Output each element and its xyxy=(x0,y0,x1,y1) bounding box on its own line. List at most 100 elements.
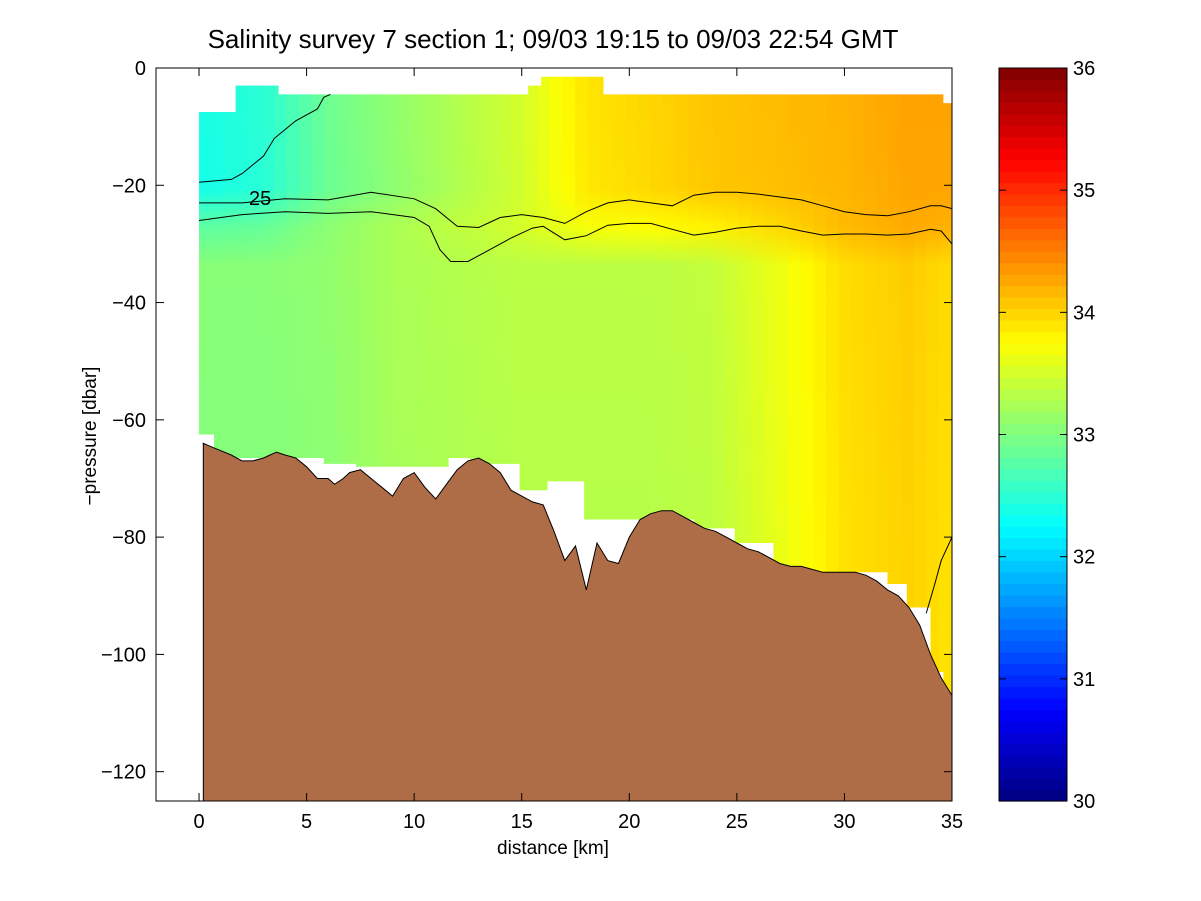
salinity-strip xyxy=(813,76,828,696)
x-tick-label: 25 xyxy=(726,811,748,833)
colorbar-swatch xyxy=(999,342,1067,355)
colorbar-tick-label: 34 xyxy=(1073,302,1095,324)
colorbar-swatch xyxy=(999,743,1067,756)
colorbar-swatch xyxy=(999,778,1067,791)
colorbar-swatch xyxy=(999,102,1067,115)
y-tick-label: −100 xyxy=(101,644,146,666)
contour-line xyxy=(925,536,952,614)
colorbar-swatch xyxy=(999,732,1067,745)
colorbar-swatch xyxy=(999,445,1067,459)
colorbar-tick-label: 32 xyxy=(1073,547,1095,569)
colorbar-swatch xyxy=(999,331,1067,344)
salinity-strip xyxy=(775,76,790,696)
colorbar-swatch xyxy=(999,766,1067,779)
colorbar-swatch xyxy=(999,171,1067,184)
colorbar-swatch xyxy=(999,125,1067,138)
colorbar-swatch xyxy=(999,308,1067,321)
y-axis: 0 −20 −40 −60 −80 −100 −120 xyxy=(101,58,952,784)
colorbar-tick-label: 36 xyxy=(1073,58,1095,80)
colorbar-swatch xyxy=(999,503,1067,516)
colorbar-swatch xyxy=(999,411,1067,424)
colorbar-swatch xyxy=(999,228,1067,241)
colorbar-swatch xyxy=(999,79,1067,92)
colorbar-swatch xyxy=(999,526,1067,539)
colorbar-tick-label: 30 xyxy=(1073,791,1095,813)
colorbar-swatch xyxy=(999,663,1067,676)
colorbar-swatch xyxy=(999,113,1067,126)
salinity-strip xyxy=(838,76,853,696)
colorbar-swatch xyxy=(999,514,1067,527)
x-tick-label: 10 xyxy=(403,811,425,833)
colorbar-swatch xyxy=(999,652,1067,665)
colorbar-swatch xyxy=(999,423,1067,436)
colorbar-swatch xyxy=(999,755,1067,768)
plot-area xyxy=(156,68,952,801)
y-tick-label: −60 xyxy=(112,410,146,432)
colorbar-swatch xyxy=(999,537,1067,550)
y-tick-label: −40 xyxy=(112,293,146,315)
colorbar-swatch xyxy=(999,354,1067,367)
colorbar-swatch xyxy=(999,148,1067,161)
colorbar-swatch xyxy=(999,549,1067,562)
colorbar-swatch xyxy=(999,136,1067,149)
colorbar-swatch xyxy=(999,606,1067,619)
colorbar-swatch xyxy=(999,457,1067,470)
colorbar-swatch xyxy=(999,274,1067,287)
salinity-contours xyxy=(198,93,952,614)
colorbar-swatch xyxy=(999,434,1067,447)
salinity-strip xyxy=(750,76,765,696)
colorbar-swatch xyxy=(999,159,1067,172)
salinity-strip xyxy=(938,76,952,696)
colorbar-tick-label: 35 xyxy=(1073,180,1095,202)
colorbar-swatch xyxy=(999,182,1067,195)
y-tick-label: −20 xyxy=(112,175,146,197)
contour-label-25: 25 xyxy=(249,188,271,210)
contour-line xyxy=(198,93,331,183)
plot-frame xyxy=(155,67,953,802)
colorbar-swatch xyxy=(999,388,1067,401)
x-axis-label: distance [km] xyxy=(497,838,609,859)
colorbar-tick-label: 31 xyxy=(1073,669,1095,691)
colorbar-swatch xyxy=(999,239,1067,252)
colorbar-swatch xyxy=(999,571,1067,584)
colorbar-swatch xyxy=(999,629,1067,642)
colorbar-swatch xyxy=(999,583,1067,596)
salinity-strip xyxy=(851,76,865,696)
salinity-strip xyxy=(926,76,940,696)
colorbar-swatch xyxy=(999,720,1067,733)
x-tick-label: 20 xyxy=(618,811,640,833)
colorbar-swatch xyxy=(999,193,1067,207)
colorbar-swatch xyxy=(999,365,1067,378)
x-tick-label: 35 xyxy=(941,811,963,833)
colorbar-swatch xyxy=(999,216,1067,229)
colorbar-swatch xyxy=(999,319,1067,333)
colorbar-swatch xyxy=(999,262,1067,275)
colorbar-swatch xyxy=(999,697,1067,710)
colorbar-swatch xyxy=(999,68,1067,81)
salinity-strip xyxy=(788,76,802,696)
y-axis-label: −pressure [dbar] xyxy=(80,367,101,506)
x-tick-label: 0 xyxy=(193,811,204,833)
x-axis: 0 5 10 15 20 25 30 35 xyxy=(193,68,963,833)
y-tick-label: −80 xyxy=(112,527,146,549)
salinity-strip xyxy=(901,76,915,696)
colorbar-swatch xyxy=(999,90,1067,103)
salinity-strip xyxy=(863,76,878,696)
colorbar-swatch xyxy=(999,789,1067,802)
colorbar-swatch xyxy=(999,251,1067,264)
colorbar-swatch xyxy=(999,285,1067,298)
colorbar-swatch xyxy=(999,377,1067,390)
colorbar-swatch xyxy=(999,675,1067,688)
colorbar-swatch xyxy=(999,686,1067,699)
y-tick-label: −120 xyxy=(101,762,146,784)
salinity-strip xyxy=(876,76,890,696)
colorbar-swatch xyxy=(999,491,1067,504)
colorbar-tick-label: 33 xyxy=(1073,425,1095,447)
seafloor-bottom xyxy=(202,442,952,801)
colorbar-swatch xyxy=(999,560,1067,573)
colorbar-swatch xyxy=(999,297,1067,310)
chart-title: Salinity survey 7 section 1; 09/03 19:15… xyxy=(208,24,899,54)
salinity-strip xyxy=(826,76,840,696)
colorbar-swatch xyxy=(999,400,1067,413)
x-tick-label: 30 xyxy=(833,811,855,833)
